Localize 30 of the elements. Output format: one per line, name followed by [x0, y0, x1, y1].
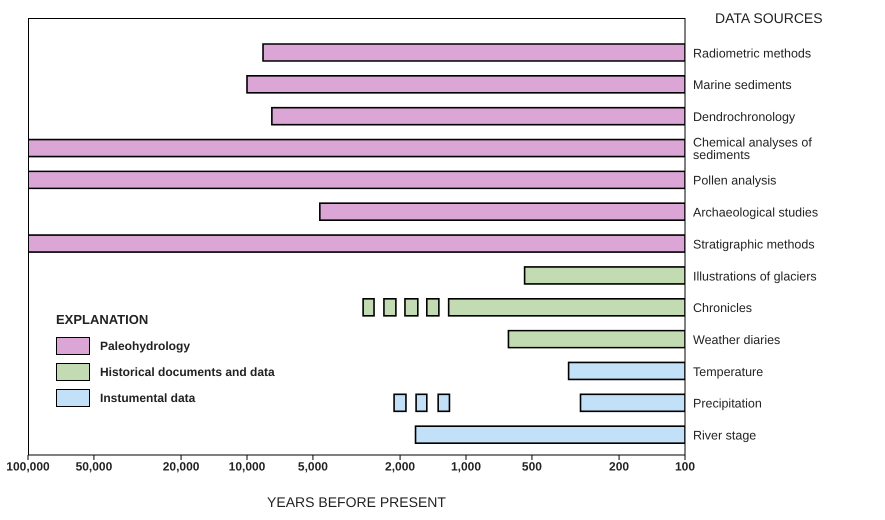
- y-tick-label: Illustrations of glaciers: [693, 269, 817, 284]
- y-tick-label: Archaeological studies: [693, 206, 818, 220]
- y-tick-label: Pollen analysis: [693, 174, 776, 188]
- x-axis-title: YEARS BEFORE PRESENT: [267, 494, 446, 510]
- legend-label: Instumental data: [100, 391, 196, 405]
- y-tick-label: Chemical analyses of sediments: [693, 136, 812, 162]
- x-tick-label: 100: [674, 460, 696, 474]
- x-tick-label: 5,000: [298, 460, 328, 474]
- x-tick-label: 1,000: [450, 460, 482, 474]
- y-tick-label: Precipitation: [693, 396, 762, 411]
- legend-label: Paleohydrology: [100, 339, 190, 353]
- y-tick-label: Dendrochronology: [693, 110, 796, 124]
- y-tick-label: Chronicles: [693, 301, 752, 316]
- y-tick-label: Weather diaries: [693, 332, 780, 347]
- x-tick-label: 20,000: [162, 460, 200, 474]
- x-tick-label: 2,000: [385, 460, 416, 474]
- y-tick-label: Radiometric methods: [693, 46, 812, 60]
- y-tick-label: Temperature: [693, 364, 764, 379]
- x-tick-label: 50,000: [76, 460, 113, 474]
- x-tick-label: 200: [609, 460, 630, 474]
- x-tick-label: 100,000: [6, 460, 50, 474]
- y-tick-label: Marine sediments: [693, 78, 792, 92]
- x-tick-label: 10,000: [228, 460, 266, 474]
- legend-label: Historical documents and data: [100, 365, 275, 379]
- bar: [426, 298, 440, 317]
- legend-title: EXPLANATION: [56, 312, 150, 327]
- y-axis-title: DATA SOURCES: [715, 10, 823, 26]
- y-tick-label: River stage: [693, 428, 756, 443]
- x-tick-label: 500: [522, 460, 542, 474]
- y-tick-label: Stratigraphic methods: [693, 237, 815, 252]
